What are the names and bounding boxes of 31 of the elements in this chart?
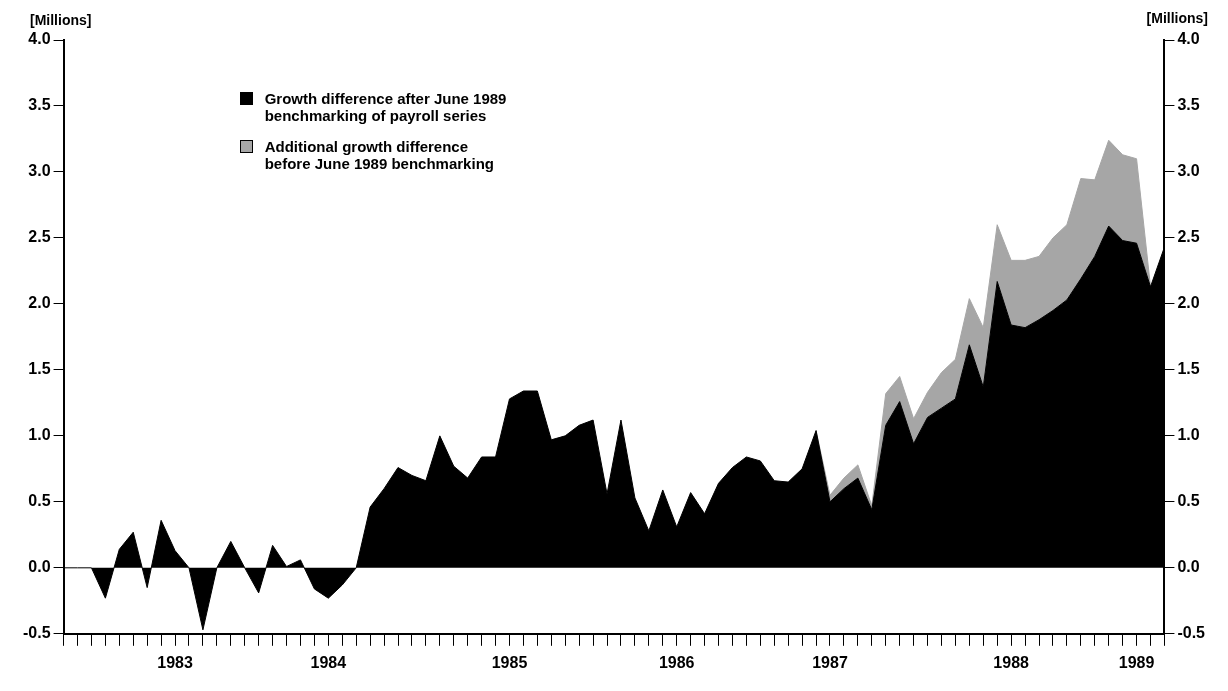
y2-tick-label: 3.5 <box>1177 96 1200 114</box>
y-tick-label: 3.5 <box>28 96 51 114</box>
x-tick-label: 1989 <box>1118 653 1155 671</box>
y2-tick-label: 2.5 <box>1177 228 1200 246</box>
y2-tick-label: 1.5 <box>1177 360 1200 378</box>
legend-label: Additional growth difference before June 1989 benchmarking <box>264 138 495 172</box>
y2-tick-label: -0.5 <box>1177 624 1206 642</box>
y-tick-label: 0.5 <box>28 492 51 510</box>
y-tick-label: 2.0 <box>28 294 51 312</box>
y-tick-label: 1.0 <box>28 426 51 444</box>
y2-axis-title: [Millions] <box>1146 9 1208 26</box>
y-tick-label: 4.0 <box>28 30 51 48</box>
y2-tick-label: 0.0 <box>1177 558 1200 576</box>
x-tick-label: 1986 <box>658 653 695 671</box>
y2-tick-label: 1.0 <box>1177 426 1200 444</box>
y2-tick-label: 0.5 <box>1177 492 1200 510</box>
x-tick-label: 1985 <box>491 653 528 671</box>
y-tick-label: 3.0 <box>28 162 51 180</box>
x-tick-label: 1983 <box>157 653 193 671</box>
y-tick-label: 0.0 <box>28 558 51 576</box>
y-tick-label: 2.5 <box>28 228 51 246</box>
y2-tick-label: 3.0 <box>1177 162 1200 180</box>
y-tick-label: 1.5 <box>28 360 51 378</box>
y-tick-label: -0.5 <box>22 624 51 642</box>
x-tick-label: 1987 <box>812 653 848 671</box>
x-tick-label: 1988 <box>993 653 1030 671</box>
y-axis-title: [Millions] <box>30 11 92 28</box>
x-tick-label: 1984 <box>310 653 347 671</box>
y2-tick-label: 2.0 <box>1177 294 1200 312</box>
y2-tick-label: 4.0 <box>1177 30 1200 48</box>
legend-label: Growth difference after June 1989 benchmarking of payroll series <box>264 90 508 124</box>
